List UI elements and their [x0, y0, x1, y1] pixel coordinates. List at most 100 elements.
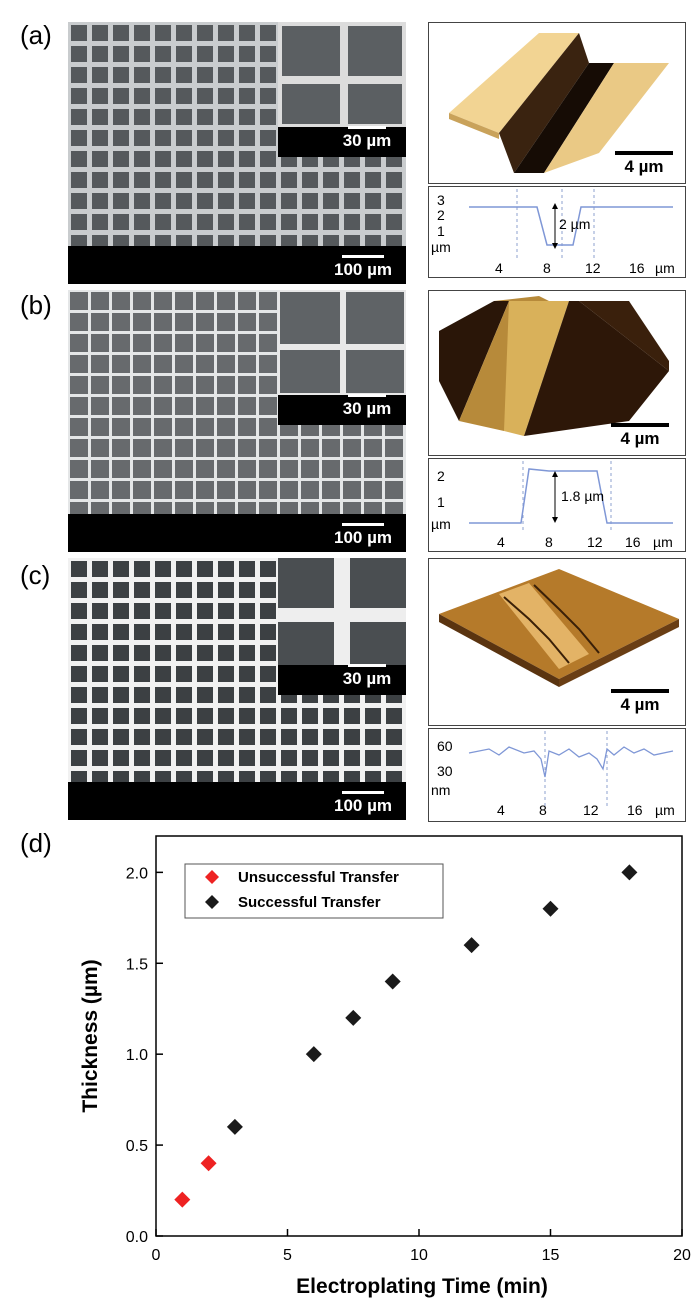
panel-c-inset-scale-label: 30 µm — [342, 669, 392, 688]
panel-a-afm-scale-label: 4 µm — [624, 157, 664, 176]
panel-b-profile-annotation: 1.8 µm — [561, 488, 604, 504]
panel-a-label: (a) — [20, 20, 52, 50]
panel-c-afm-surface — [439, 569, 679, 687]
panel-c-profile-yunit: nm — [431, 782, 450, 798]
panel-c-sem-scalebar: 100 µm — [326, 791, 400, 816]
unsuccessful-data-point — [174, 1191, 191, 1208]
panel-c-profile-xtick-2: 8 — [539, 802, 547, 818]
panel-b-profile-ytick-2: 1 — [437, 494, 445, 510]
y-axis: 0.0 0.5 1.0 1.5 2.0 — [126, 865, 163, 1246]
panel-a-inset: 30 µm — [278, 22, 406, 157]
panel-c-profile-xtick-4: 16 — [627, 802, 643, 818]
panel-b-afm-3d: 4 µm — [428, 290, 686, 456]
x-axis: 0 5 10 15 20 — [152, 1229, 691, 1264]
panel-c-profile-ytick-2: 30 — [437, 763, 453, 779]
panel-a-profile-xunit: µm — [655, 260, 675, 276]
panel-c-sem-scale-label: 100 µm — [334, 796, 392, 815]
y-tick-label: 1.0 — [126, 1047, 148, 1064]
panel-a-profile-ytick-2: 2 — [437, 207, 445, 223]
panel-a-sem-scale-label: 100 µm — [334, 260, 392, 279]
data-points — [174, 864, 638, 1208]
panel-c-profile-xunit: µm — [655, 802, 675, 818]
panel-b-profile-plot: 1.8 µm 2 1 µm 4 8 12 16 µm — [431, 461, 673, 550]
panel-c-profile-ytick-1: 60 — [437, 738, 453, 754]
panel-b-afm-scalebar: 4 µm — [605, 423, 675, 449]
panel-b-sem-scalebar: 100 µm — [326, 523, 400, 548]
panel-b-sem-scale-strip — [68, 514, 406, 552]
panel-c-inset: 30 µm — [278, 558, 406, 695]
panel-a-profile: 2 µm 3 2 1 µm 4 8 12 16 µm — [428, 186, 686, 278]
y-tick-label: 0.0 — [126, 1229, 148, 1246]
panel-b-afm-scale-label: 4 µm — [620, 429, 660, 448]
legend-box — [184, 863, 444, 919]
panel-a-profile-xtick-1: 4 — [495, 260, 503, 276]
panel-a-afm-3d: 4 µm — [428, 22, 686, 184]
panel-b-profile-xtick-2: 8 — [545, 534, 553, 550]
panel-c-inset-scalebar: 30 µm — [332, 664, 402, 689]
successful-data-point — [384, 973, 401, 990]
x-tick-label: 5 — [283, 1247, 292, 1264]
panel-b-inset-image — [278, 290, 406, 395]
panel-a-profile-xtick-2: 8 — [543, 260, 551, 276]
panel-c-afm-scale-label: 4 µm — [620, 695, 660, 714]
panel-b-profile-xtick-1: 4 — [497, 534, 505, 550]
panel-b-inset: 30 µm — [278, 290, 406, 425]
x-tick-label: 0 — [152, 1247, 161, 1264]
successful-data-point — [542, 900, 559, 917]
panel-a-inset-scalebar: 30 µm — [332, 126, 402, 151]
panel-b-profile-xtick-4: 16 — [625, 534, 641, 550]
panel-b-afm-surface — [439, 296, 669, 436]
y-tick-label: 1.5 — [126, 956, 148, 973]
y-axis-label: Thickness (µm) — [79, 959, 102, 1112]
panel-a-afm-surface — [449, 33, 669, 173]
panel-a-profile-xtick-4: 16 — [629, 260, 645, 276]
thickness-vs-time-chart: 0 5 10 15 20 0.0 0.5 1.0 1.5 2.0 Unsuccessful Tr… — [79, 835, 691, 1298]
panel-a-profile-yunit: µm — [431, 239, 451, 255]
panel-a-sem-scalebar: 100 µm — [326, 255, 400, 280]
panel-c-sem-image: 100 µm 30 µm — [68, 558, 406, 820]
panel-a-profile-ytick-1: 3 — [437, 192, 445, 208]
panel-a-sem-scale-strip — [68, 246, 406, 284]
x-tick-label: 15 — [542, 1247, 560, 1264]
panel-a-profile-ytick-3: 1 — [437, 223, 445, 239]
panel-b-profile-xtick-3: 12 — [587, 534, 603, 550]
panel-a-profile-annotation: 2 µm — [559, 216, 590, 232]
panel-a-afm-scalebar: 4 µm — [609, 151, 679, 177]
panel-c-profile-xtick-1: 4 — [497, 802, 505, 818]
unsuccessful-data-point — [200, 1155, 217, 1172]
panel-b-profile-xunit: µm — [653, 534, 673, 550]
panel-a-profile-xtick-3: 12 — [585, 260, 601, 276]
legend-marker-successful — [205, 895, 219, 909]
panel-b-sem-image: 100 µm 30 µm — [68, 290, 406, 552]
panel-b-label: (b) — [20, 290, 52, 320]
panel-c-sem-scale-strip — [68, 782, 406, 820]
panel-b-profile: 1.8 µm 2 1 µm 4 8 12 16 µm — [428, 458, 686, 552]
successful-data-point — [345, 1009, 362, 1026]
x-tick-label: 10 — [410, 1247, 428, 1264]
panel-a-inset-image — [278, 22, 406, 127]
panel-b-profile-yunit: µm — [431, 516, 451, 532]
panel-b-profile-ytick-1: 2 — [437, 468, 445, 484]
panel-c-profile-plot: 60 30 nm 4 8 12 16 µm — [431, 731, 675, 818]
panel-c-profile: 60 30 nm 4 8 12 16 µm — [428, 728, 686, 822]
x-tick-label: 20 — [673, 1247, 691, 1264]
legend-label-successful: Successful Transfer — [238, 894, 381, 911]
panel-a-profile-plot: 2 µm 3 2 1 µm 4 8 12 16 µm — [431, 189, 675, 276]
panel-c-profile-xtick-3: 12 — [583, 802, 599, 818]
panel-a-sem-image: 100 µm 30 µm — [68, 22, 406, 284]
y-tick-label: 2.0 — [126, 865, 148, 882]
panel-a-inset-scale-label: 30 µm — [342, 131, 392, 150]
panel-d-label: (d) — [20, 828, 52, 858]
panel-c-afm-scalebar: 4 µm — [605, 689, 675, 715]
legend-marker-unsuccessful — [205, 870, 219, 884]
successful-data-point — [621, 864, 638, 881]
successful-data-point — [463, 937, 480, 954]
panel-c-label: (c) — [20, 560, 51, 590]
panel-c-afm-3d: 4 µm — [428, 558, 686, 726]
panel-c-inset-image — [278, 558, 406, 665]
legend: Unsuccessful Transfer Successful Transfe… — [184, 863, 444, 919]
legend-label-unsuccessful: Unsuccessful Transfer — [238, 869, 399, 886]
successful-data-point — [305, 1046, 322, 1063]
panel-b-inset-scale-label: 30 µm — [342, 399, 392, 418]
x-axis-label: Electroplating Time (min) — [296, 1275, 548, 1298]
